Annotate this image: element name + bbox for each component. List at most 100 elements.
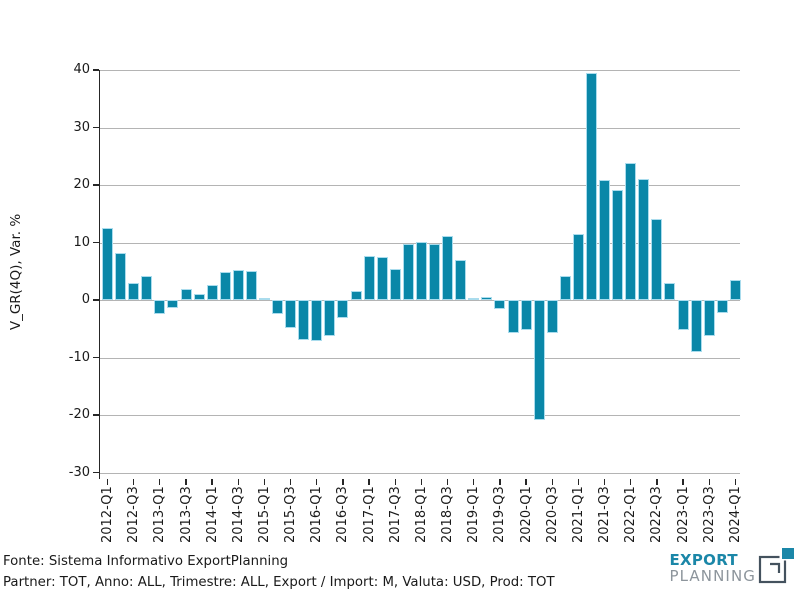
bar xyxy=(546,300,558,333)
bar xyxy=(599,179,610,300)
y-tick-label: 20 xyxy=(73,177,90,192)
bar xyxy=(729,279,741,300)
x-tick-label: 2020-Q1 xyxy=(518,486,534,543)
x-tick-label: 2019-Q3 xyxy=(492,486,508,543)
y-tick-label: -30 xyxy=(68,464,90,480)
bar xyxy=(716,300,728,314)
logo-word-planning: PLANNING xyxy=(669,567,756,585)
x-tick xyxy=(446,479,449,485)
x-tick xyxy=(185,479,187,485)
y-tick xyxy=(93,241,99,244)
x-tick xyxy=(656,479,658,485)
x-tick xyxy=(106,479,109,485)
x-tick-label: 2016-Q3 xyxy=(335,486,351,543)
y-tick xyxy=(93,126,99,129)
x-tick-label: 2020-Q3 xyxy=(544,486,560,543)
x-tick xyxy=(342,479,344,485)
bar xyxy=(324,300,336,337)
bar xyxy=(206,285,218,301)
x-tick xyxy=(603,479,606,485)
bar xyxy=(363,255,375,300)
bar xyxy=(481,297,493,300)
y-tick-label: 10 xyxy=(73,234,90,250)
x-tick xyxy=(551,479,553,485)
gridline xyxy=(100,70,740,71)
x-tick-label: 2013-Q1 xyxy=(152,486,168,543)
x-tick xyxy=(499,479,501,485)
x-tick xyxy=(237,479,239,485)
y-axis-spine xyxy=(99,70,101,479)
bar xyxy=(350,290,362,300)
x-tick-label: 2021-Q3 xyxy=(597,486,612,543)
x-tick xyxy=(368,479,370,485)
x-tick-label: 2014-Q3 xyxy=(230,486,246,543)
bar xyxy=(272,300,283,315)
exportplanning-logo: EXPORT PLANNING xyxy=(669,546,796,594)
x-tick-label: 2016-Q1 xyxy=(309,486,325,543)
bar xyxy=(677,300,689,330)
bar xyxy=(625,163,637,300)
x-tick xyxy=(682,479,684,485)
bar xyxy=(455,259,467,301)
x-tick-label: 2017-Q1 xyxy=(361,486,377,543)
x-tick-label: 2017-Q3 xyxy=(387,486,403,543)
bar xyxy=(102,227,113,301)
x-tick-label: 2022-Q1 xyxy=(623,486,639,543)
bar xyxy=(245,271,257,301)
y-axis-title: V_GR(4Q), Var. % xyxy=(8,213,24,331)
bar xyxy=(520,300,532,330)
x-tick-label: 2022-Q3 xyxy=(649,486,665,543)
x-tick-label: 2018-Q3 xyxy=(440,486,456,543)
bar xyxy=(638,179,650,301)
footer-params-line: Partner: TOT, Anno: ALL, Trimestre: ALL,… xyxy=(3,574,555,590)
x-tick-label: 2019-Q1 xyxy=(466,486,482,543)
x-tick xyxy=(734,479,736,485)
bar xyxy=(259,298,270,301)
export-box-arrow-icon xyxy=(758,546,796,584)
bar xyxy=(115,253,127,300)
bar xyxy=(154,300,166,315)
x-tick-label: 2012-Q1 xyxy=(100,486,115,543)
bar xyxy=(559,275,571,301)
y-tick-label: -20 xyxy=(68,407,90,422)
logo-text: EXPORT PLANNING xyxy=(669,552,756,585)
y-tick xyxy=(93,414,99,416)
bar xyxy=(219,271,231,300)
gridline xyxy=(100,472,740,474)
bar xyxy=(232,269,244,300)
y-tick-label: 40 xyxy=(73,62,90,77)
x-tick xyxy=(525,479,527,485)
x-tick-label: 2014-Q1 xyxy=(204,486,220,543)
y-tick-label: 0 xyxy=(81,292,90,307)
y-tick-label: 30 xyxy=(73,119,90,135)
bar xyxy=(690,300,702,353)
bar xyxy=(612,190,624,300)
bar xyxy=(664,283,676,300)
x-tick xyxy=(394,479,396,485)
x-tick-label: 2024-Q1 xyxy=(727,486,743,543)
bar xyxy=(703,300,715,337)
x-tick-label: 2023-Q1 xyxy=(675,486,691,543)
x-tick xyxy=(708,479,710,485)
bar xyxy=(180,289,192,300)
bar xyxy=(468,298,480,301)
x-tick xyxy=(630,479,632,485)
gridline xyxy=(100,415,740,416)
bar xyxy=(337,300,349,319)
y-tick xyxy=(93,69,99,71)
gridline xyxy=(100,357,740,359)
y-tick xyxy=(93,299,99,301)
chart-footer: Fonte: Sistema Informativo ExportPlannin… xyxy=(3,552,555,593)
gridline xyxy=(100,300,740,301)
bar xyxy=(193,294,205,301)
bar xyxy=(415,241,427,300)
bar xyxy=(429,244,440,300)
logo-word-export: EXPORT xyxy=(669,551,738,569)
x-tick xyxy=(316,479,318,485)
x-tick xyxy=(420,479,423,485)
x-tick-label: 2018-Q1 xyxy=(413,486,429,543)
bar xyxy=(586,72,597,300)
footer-source-line: Fonte: Sistema Informativo ExportPlannin… xyxy=(3,554,289,569)
x-tick-label: 2015-Q3 xyxy=(283,486,299,543)
